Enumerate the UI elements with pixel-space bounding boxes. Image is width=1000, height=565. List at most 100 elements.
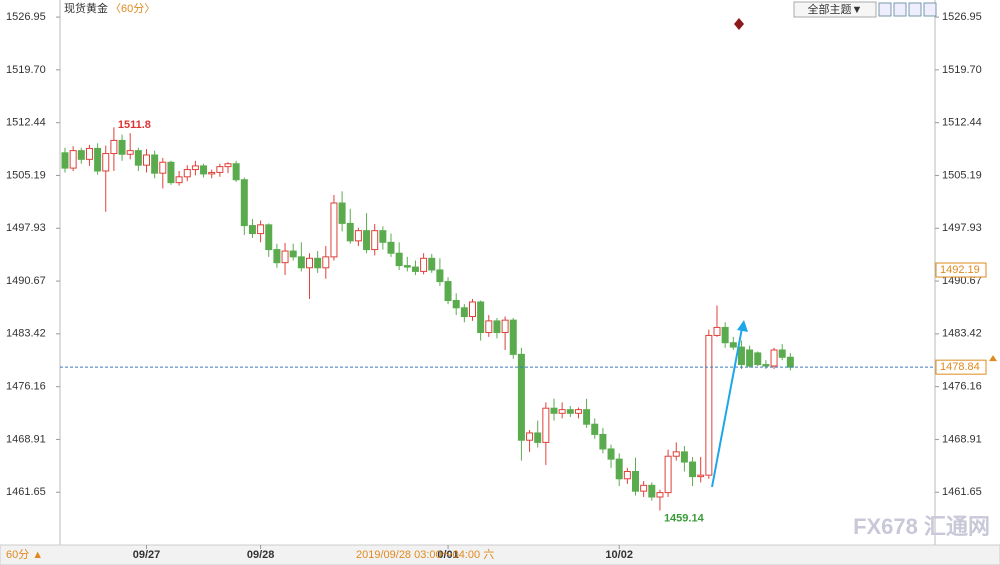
candle-body bbox=[656, 492, 664, 498]
candle-body bbox=[134, 150, 142, 166]
candle-body bbox=[444, 281, 452, 302]
candle-body bbox=[558, 409, 566, 414]
y-tick-label: 1468.91 bbox=[6, 433, 46, 445]
candle-body bbox=[387, 241, 395, 254]
candle-body bbox=[689, 461, 697, 478]
y2-tick-label: 1461.65 bbox=[942, 486, 982, 498]
y-tick-label: 1497.93 bbox=[6, 222, 46, 234]
candle-body bbox=[517, 353, 525, 441]
candle-body bbox=[420, 257, 428, 272]
x-tick-label: 09/28 bbox=[247, 549, 275, 561]
candle-body bbox=[151, 154, 159, 174]
period-button[interactable]: 60分 ▲ bbox=[6, 548, 43, 561]
y-tick-label: 1505.19 bbox=[6, 169, 46, 181]
candle-body bbox=[77, 150, 85, 160]
y-tick-label: 1519.70 bbox=[6, 64, 46, 76]
candle-body bbox=[248, 225, 256, 235]
candle-body bbox=[640, 484, 648, 492]
high-label: 1511.8 bbox=[118, 119, 151, 131]
trend-arrow bbox=[711, 327, 743, 488]
y-tick-label: 1490.67 bbox=[6, 275, 46, 287]
y-tick-label: 1512.44 bbox=[6, 117, 46, 129]
theme-button-label[interactable]: 全部主题▼ bbox=[808, 2, 863, 16]
theme-button[interactable] bbox=[793, 1, 877, 18]
candle-body bbox=[436, 269, 444, 283]
candle-body bbox=[371, 230, 379, 251]
candle-body bbox=[69, 150, 77, 169]
candle-body bbox=[591, 423, 599, 435]
candle-body bbox=[183, 169, 191, 178]
candle-body bbox=[363, 230, 371, 251]
candle-body bbox=[175, 176, 183, 184]
tool-icon[interactable] bbox=[878, 2, 892, 17]
candle-body bbox=[273, 249, 281, 264]
candle-body bbox=[534, 432, 542, 443]
candle-body bbox=[680, 451, 688, 463]
tool-icon[interactable] bbox=[908, 2, 922, 17]
trend-arrow-head bbox=[737, 320, 748, 332]
candle-body bbox=[330, 202, 338, 258]
y-tick-label: 1476.16 bbox=[6, 381, 46, 393]
candle-body bbox=[110, 139, 118, 155]
crosshair-y-label: 1492.19 bbox=[940, 264, 980, 276]
last-price-arrow bbox=[989, 355, 997, 362]
candle-body bbox=[297, 256, 305, 269]
candle-body bbox=[167, 161, 175, 184]
y2-tick-label: 1512.44 bbox=[942, 117, 982, 129]
candle-body bbox=[265, 224, 273, 251]
candle-body bbox=[770, 349, 778, 367]
candle-body bbox=[232, 163, 240, 181]
y2-tick-label: 1490.67 bbox=[942, 275, 982, 287]
candle-body bbox=[346, 222, 354, 242]
candle-body bbox=[118, 139, 126, 155]
candle-body bbox=[615, 458, 623, 480]
candle-body bbox=[648, 484, 656, 498]
candle-body bbox=[191, 165, 199, 171]
tool-icon[interactable] bbox=[923, 2, 937, 17]
candle-body bbox=[566, 409, 574, 414]
candle-body bbox=[493, 320, 501, 334]
y2-tick-label: 1483.42 bbox=[942, 328, 982, 340]
candle-body bbox=[607, 448, 615, 460]
y-tick-label: 1526.95 bbox=[6, 11, 46, 23]
candle-body bbox=[411, 266, 419, 272]
candle-body bbox=[542, 407, 550, 443]
watermark: FX678 汇通网 bbox=[853, 514, 990, 539]
candle-body bbox=[623, 471, 631, 480]
candle-body bbox=[322, 256, 330, 269]
candle-body bbox=[721, 326, 729, 344]
marker-diamond bbox=[734, 18, 744, 30]
candle-body bbox=[126, 150, 134, 155]
candle-body bbox=[729, 342, 737, 348]
candle-body bbox=[469, 301, 476, 318]
y2-tick-label: 1468.91 bbox=[942, 433, 982, 445]
chart-title: 现货黄金 bbox=[64, 1, 108, 15]
candle-body bbox=[762, 364, 770, 367]
candle-body bbox=[354, 230, 362, 242]
candle-body bbox=[61, 152, 69, 169]
candle-body bbox=[338, 202, 346, 224]
y2-tick-label: 1526.95 bbox=[942, 11, 982, 23]
crosshair-y-box bbox=[935, 262, 987, 278]
candle-body bbox=[94, 147, 102, 172]
y2-tick-label: 1497.93 bbox=[942, 222, 982, 234]
last-price-box bbox=[935, 359, 987, 375]
tool-icon[interactable] bbox=[893, 2, 907, 17]
candle-body bbox=[240, 179, 248, 227]
candle-body bbox=[428, 257, 436, 271]
candle-body bbox=[672, 451, 680, 457]
chart-subtitle: 〈60分〉 bbox=[110, 2, 155, 15]
candle-body bbox=[159, 161, 167, 174]
y2-tick-label: 1519.70 bbox=[942, 64, 982, 76]
candle-body bbox=[754, 352, 762, 366]
last-price-label: 1478.84 bbox=[940, 361, 980, 373]
x-tick-label: 10/02 bbox=[605, 549, 633, 561]
candle-body bbox=[526, 432, 534, 441]
x-axis-bar bbox=[0, 544, 1000, 565]
y-tick-label: 1483.42 bbox=[6, 328, 46, 340]
candle-body bbox=[664, 455, 672, 494]
candle-body bbox=[143, 154, 150, 166]
candle-body bbox=[778, 349, 786, 358]
